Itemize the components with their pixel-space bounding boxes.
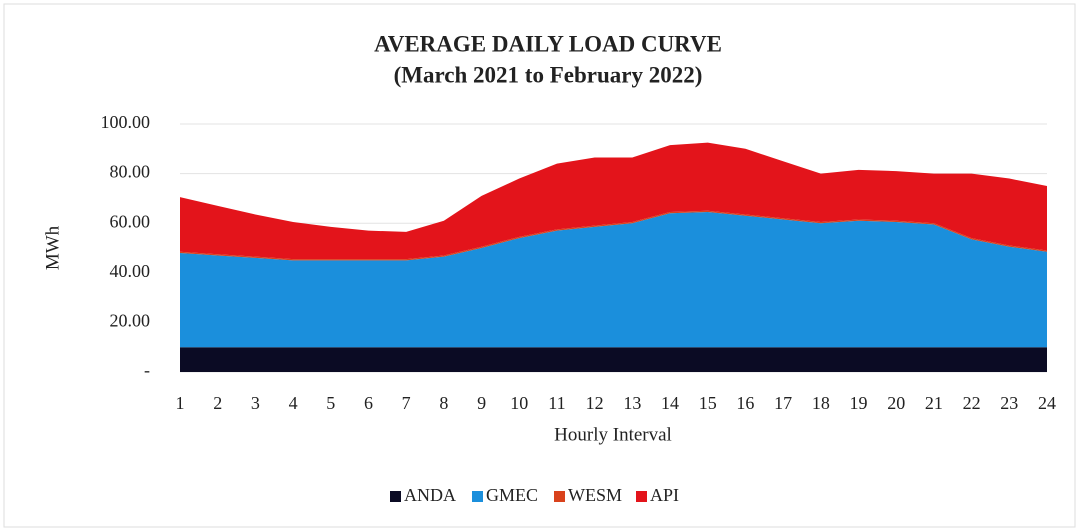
chart-subtitle: (March 2021 to February 2022) [394,62,703,87]
legend-label: ANDA [404,485,456,505]
legend-swatch [472,491,483,502]
x-tick-label: 8 [439,393,448,413]
x-tick-label: 19 [850,393,868,413]
x-tick-label: 10 [510,393,528,413]
legend-swatch [554,491,565,502]
legend-label: API [650,485,679,505]
x-axis-label: Hourly Interval [554,424,672,445]
x-tick-label: 11 [548,393,565,413]
x-tick-label: 14 [661,393,679,413]
x-tick-label: 23 [1000,393,1018,413]
x-tick-label: 6 [364,393,373,413]
legend-swatch [390,491,401,502]
x-tick-label: 16 [736,393,754,413]
x-tick-label: 12 [586,393,604,413]
legend-label: WESM [568,485,622,505]
x-tick-label: 24 [1038,393,1056,413]
x-tick-label: 17 [774,393,792,413]
x-tick-label: 13 [623,393,641,413]
x-tick-label: 7 [402,393,411,413]
y-tick-label: 80.00 [110,162,151,182]
x-tick-label: 1 [176,393,185,413]
area [180,212,1047,348]
x-tick-label: 22 [963,393,981,413]
y-tick-label: 40.00 [110,261,151,281]
x-tick-label: 4 [289,393,298,413]
y-axis-label: MWh [42,225,63,270]
x-tick-label: 5 [326,393,335,413]
y-tick-label: 60.00 [110,211,151,231]
x-tick-label: 18 [812,393,830,413]
y-tick-label: - [144,360,150,380]
x-tick-label: 15 [699,393,717,413]
x-tick-label: 2 [213,393,222,413]
area [180,142,1047,260]
x-tick-label: 3 [251,393,260,413]
x-tick-label: 21 [925,393,943,413]
legend-label: GMEC [486,485,538,505]
x-tick-label: 9 [477,393,486,413]
y-tick-label: 20.00 [110,311,151,331]
y-tick-label: 100.00 [101,112,151,132]
x-tick-label: 20 [887,393,905,413]
legend-swatch [636,491,647,502]
chart-title: AVERAGE DAILY LOAD CURVE [374,31,722,56]
area [180,347,1047,372]
